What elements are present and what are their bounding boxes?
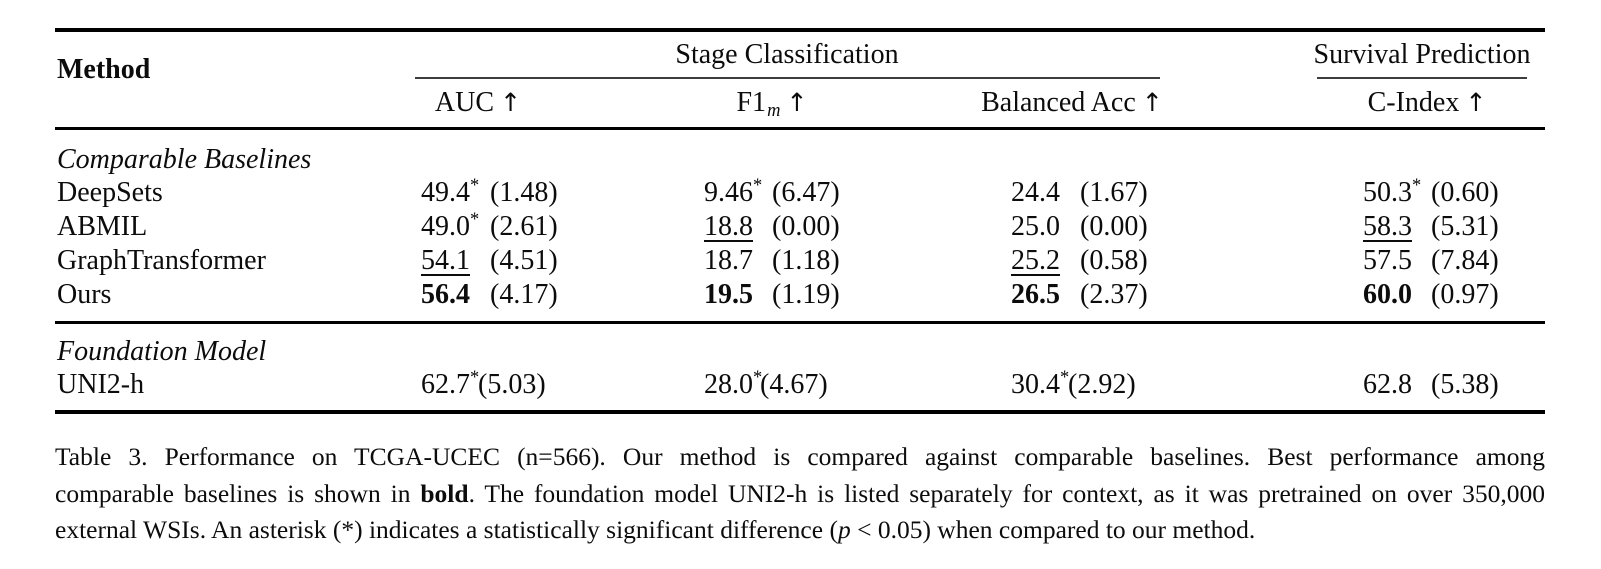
stage-classification-cmidrule	[415, 77, 1160, 79]
balanced-acc-value: 30.4*	[1011, 366, 1070, 400]
auc-std: (1.48)	[490, 177, 558, 208]
c-index-std: (7.84)	[1431, 245, 1499, 276]
caption-line-1: Table 3. Performance on TCGA-UCEC (n=566…	[55, 442, 1545, 471]
column-header-auc: AUC ↑	[434, 87, 522, 118]
balanced-acc-value: 25.0	[1011, 211, 1060, 242]
section-mid-rule	[55, 321, 1545, 324]
balanced-acc-value: 26.5	[1011, 279, 1060, 310]
f1-std: (0.00)	[772, 211, 840, 242]
group-header-survival-prediction: Survival Prediction	[1313, 39, 1531, 70]
row-method-label: GraphTransformer	[57, 245, 266, 276]
auc-std: (5.03)	[478, 369, 546, 400]
balanced-acc-std: (2.37)	[1080, 279, 1148, 310]
auc-value: 49.4*	[421, 174, 480, 208]
table-caption: Table 3. Performance on TCGA-UCEC (n=566…	[55, 439, 1545, 549]
sub-header-row: AUC ↑ F1m ↑ Balanced Acc ↑ C-Index ↑	[0, 86, 1601, 120]
table-row-graphtransformer: GraphTransformer 54.1 (4.51) 18.7 (1.18)…	[0, 244, 1601, 278]
balanced-acc-value: 24.4	[1011, 177, 1060, 208]
f1-std: (4.67)	[760, 369, 828, 400]
f1-value: 18.8	[704, 211, 753, 242]
method-header-row: Method	[0, 53, 1601, 87]
table-row-uni2h: UNI2-h 62.7* (5.03) 28.0* (4.67) 30.4* (…	[0, 366, 1601, 402]
table-row-ours: Ours 56.4 (4.17) 19.5 (1.19) 26.5 (2.37)…	[0, 278, 1601, 312]
auc-std: (2.61)	[490, 211, 558, 242]
balanced-acc-value: 25.2	[1011, 245, 1060, 276]
f1-subscript: m	[767, 99, 781, 120]
bold-keyword: bold	[420, 478, 469, 508]
table-top-rule	[55, 28, 1545, 32]
auc-value: 49.0*	[421, 208, 480, 242]
auc-value: 56.4	[421, 279, 470, 310]
auc-value: 54.1	[421, 245, 470, 276]
header-mid-rule	[55, 127, 1545, 130]
c-index-std: (0.60)	[1431, 177, 1499, 208]
balanced-acc-std: (0.58)	[1080, 245, 1148, 276]
group-header-stage-classification: Stage Classification	[675, 39, 899, 70]
c-index-std: (5.38)	[1431, 369, 1499, 400]
table-bottom-rule	[55, 410, 1545, 414]
f1-std: (6.47)	[772, 177, 840, 208]
table-row-abmil: ABMIL 49.0* (2.61) 18.8 (0.00) 25.0 (0.0…	[0, 208, 1601, 244]
survival-prediction-cmidrule	[1317, 77, 1527, 79]
c-index-value: 62.8	[1363, 369, 1412, 400]
up-arrow-icon: ↑	[786, 88, 808, 117]
row-method-label: DeepSets	[57, 177, 163, 208]
column-header-method: Method	[57, 54, 151, 85]
column-header-balanced-acc: Balanced Acc ↑	[981, 87, 1163, 118]
auc-value: 62.7*	[421, 366, 480, 400]
f1-std: (1.18)	[772, 245, 840, 276]
c-index-std: (5.31)	[1431, 211, 1499, 242]
section-row-foundation-model: Foundation Model	[0, 335, 1601, 369]
section-title: Comparable Baselines	[57, 144, 312, 175]
group-header-row: Stage Classification Survival Prediction	[0, 38, 1601, 72]
c-index-value: 58.3	[1363, 211, 1412, 242]
caption-line-3: external WSIs. An asterisk (*) indicates…	[55, 515, 1256, 544]
section-title: Foundation Model	[57, 336, 267, 367]
c-index-value: 50.3*	[1363, 174, 1422, 208]
balanced-acc-std: (1.67)	[1080, 177, 1148, 208]
f1-value: 9.46*	[704, 174, 763, 208]
balanced-acc-std: (2.92)	[1068, 369, 1136, 400]
up-arrow-icon: ↑	[500, 88, 522, 117]
column-header-f1m: F1m ↑	[736, 87, 808, 120]
c-index-value: 57.5	[1363, 245, 1412, 276]
auc-std: (4.51)	[490, 245, 558, 276]
c-index-value: 60.0	[1363, 279, 1412, 310]
row-method-label: ABMIL	[57, 211, 148, 242]
up-arrow-icon: ↑	[1465, 88, 1487, 117]
f1-value: 28.0*	[704, 366, 763, 400]
column-header-c-index: C-Index ↑	[1367, 87, 1487, 118]
up-arrow-icon: ↑	[1141, 88, 1163, 117]
auc-std: (4.17)	[490, 279, 558, 310]
section-row-comparable-baselines: Comparable Baselines	[0, 143, 1601, 177]
c-index-std: (0.97)	[1431, 279, 1499, 310]
balanced-acc-std: (0.00)	[1080, 211, 1148, 242]
row-method-label: Ours	[57, 279, 112, 310]
p-value-symbol: p	[837, 515, 851, 544]
row-method-label: UNI2-h	[57, 369, 145, 400]
f1-value: 19.5	[704, 279, 753, 310]
caption-line-2: comparable baselines is shown in bold. T…	[55, 478, 1545, 508]
f1-std: (1.19)	[772, 279, 840, 310]
table-row-deepsets: DeepSets 49.4* (1.48) 9.46* (6.47) 24.4 …	[0, 174, 1601, 210]
f1-value: 18.7	[704, 245, 753, 276]
